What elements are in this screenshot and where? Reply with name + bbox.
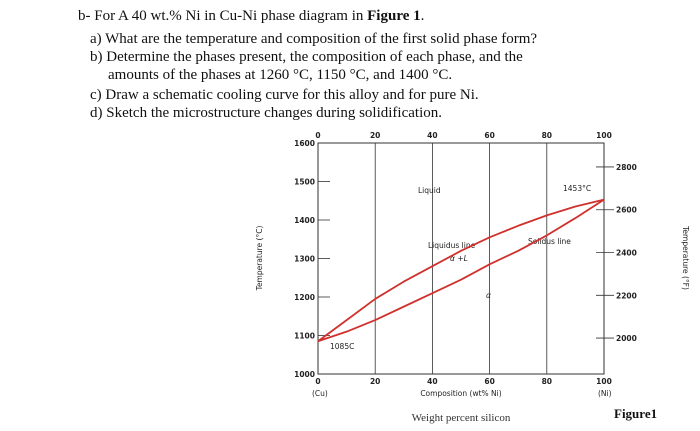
x-tick-label-top: 80 [542, 131, 552, 140]
x-tick-label: 60 [484, 377, 494, 386]
annotation: Solidus line [528, 237, 571, 246]
y-tick-label: 1100 [294, 332, 315, 341]
question-item: amounts of the phases at 1260 °C, 1150 °… [108, 67, 452, 83]
phase-line [317, 198, 605, 343]
question-item: d) Sketch the microstructure changes dur… [90, 105, 442, 121]
question-item: c) Draw a schematic cooling curve for th… [90, 87, 479, 103]
intro-end: . [421, 8, 425, 24]
y2-tick-label: 2400 [616, 249, 637, 258]
y2-tick-label: 2200 [616, 291, 637, 300]
y2-tick-label: 2000 [616, 334, 637, 343]
annotation: 1453°C [563, 184, 591, 193]
x-tick-label: 20 [370, 377, 380, 386]
x-tick-label-top: 40 [427, 131, 437, 140]
x-tick-label: 40 [427, 377, 437, 386]
x-tick-label: 0 [315, 377, 320, 386]
y2-tick-label: 2800 [616, 163, 637, 172]
question-intro: b- For A 40 wt.% Ni in Cu-Ni phase diagr… [78, 8, 424, 24]
x-tick-label: 100 [596, 377, 612, 386]
y2-tick-label: 2600 [616, 206, 637, 215]
y-tick-label: 1400 [294, 216, 315, 225]
question-item: a) What are the temperature and composit… [90, 31, 537, 47]
phase-diagram: Liquid 1453°C Liquidus line Solidus line… [255, 131, 690, 424]
x-tick-label: 80 [542, 377, 552, 386]
x-axis-title: Composition (wt% Ni) [420, 389, 501, 398]
caption: Weight percent silicon [412, 412, 511, 424]
x-tick-label-top: 100 [596, 131, 612, 140]
annotation: Liquidus line [428, 241, 476, 250]
phase-line [317, 198, 605, 342]
figure-label: Figure1 [614, 406, 657, 421]
x-tick-label-top: 20 [370, 131, 380, 140]
y-tick-label: 1500 [294, 178, 315, 187]
annotation: 1085C [330, 342, 354, 351]
figure-ref: Figure 1 [367, 8, 420, 24]
x-tick-label-top: 0 [315, 131, 320, 140]
y-tick-label: 1000 [294, 370, 315, 379]
x-end-label: (Cu) [312, 389, 328, 398]
y-tick-label: 1200 [294, 293, 315, 302]
y-tick-label: 1600 [294, 139, 315, 148]
x-end-label: (Ni) [598, 389, 612, 398]
question-item: b) Determine the phases present, the com… [90, 49, 523, 65]
y-tick-label: 1300 [294, 255, 315, 264]
y-axis-title: Temperature (°C) [255, 226, 264, 292]
x-tick-label-top: 60 [484, 131, 494, 140]
y2-axis-title: Temperature (°F) [681, 225, 690, 290]
intro-text: b- For A 40 wt.% Ni in Cu-Ni phase diagr… [78, 8, 367, 24]
annotation: α +L [450, 254, 468, 263]
annotation: Liquid [418, 186, 441, 195]
annotation: α [486, 291, 491, 300]
